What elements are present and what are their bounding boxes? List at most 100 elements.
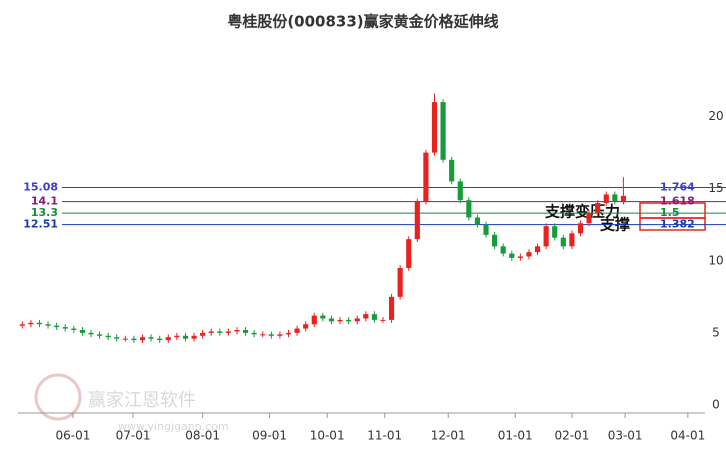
- candle-body: [449, 159, 455, 182]
- x-tick-label: 02-01: [554, 429, 589, 443]
- candle-body: [157, 338, 163, 341]
- candle-body: [320, 315, 326, 319]
- level-value: 12.51: [23, 218, 58, 231]
- highlight-box: [639, 217, 706, 231]
- candle-body: [423, 152, 429, 202]
- candle-body: [122, 338, 128, 340]
- candle-body: [242, 330, 249, 333]
- candle-body: [380, 319, 386, 321]
- candle-body: [268, 334, 274, 336]
- level-ratio: 1.618: [660, 195, 695, 208]
- candle-body: [560, 237, 566, 247]
- x-tick-label: 07-01: [116, 429, 151, 443]
- candle-body: [474, 217, 481, 225]
- candle-body: [543, 226, 549, 247]
- candle-body: [388, 296, 395, 320]
- candle-body: [337, 319, 343, 322]
- candle-body: [277, 334, 283, 336]
- level-value: 15.08: [23, 181, 58, 194]
- candle-body: [440, 102, 446, 160]
- candle-body: [191, 335, 197, 339]
- candle-body: [595, 203, 601, 214]
- candle-body: [285, 332, 292, 335]
- watermark: 赢家江恩软件: [88, 389, 196, 411]
- x-tick-label: 01-01: [498, 429, 533, 443]
- candle-body: [62, 327, 68, 329]
- candle-body: [225, 331, 231, 333]
- candle-body: [603, 194, 609, 204]
- candle-body: [165, 337, 171, 341]
- candle-body: [54, 325, 60, 328]
- x-tick-label: 06-01: [56, 429, 91, 443]
- candle-body: [234, 330, 240, 332]
- candle-body: [71, 328, 77, 330]
- candle-body: [552, 226, 558, 238]
- level-ratio: 1.5: [660, 206, 680, 219]
- candle-body: [36, 322, 43, 325]
- candle-body: [139, 337, 146, 341]
- candle-body: [19, 324, 25, 326]
- candle-body: [105, 335, 111, 338]
- candle-body: [371, 314, 377, 320]
- y-tick-label: 15: [708, 181, 723, 195]
- candle-body: [311, 315, 317, 325]
- level-ratio: 1.764: [660, 181, 695, 194]
- level-value: 13.3: [31, 206, 58, 219]
- candle-body: [354, 318, 360, 322]
- x-tick-label: 12-01: [431, 429, 466, 443]
- candle-body: [517, 256, 523, 258]
- candle-body: [586, 213, 592, 224]
- candle-body: [612, 194, 618, 202]
- candle-body: [182, 335, 189, 339]
- x-tick-label: 08-01: [185, 429, 220, 443]
- candle-body: [509, 253, 515, 258]
- y-tick-label: 20: [708, 109, 723, 123]
- candle-body: [534, 246, 541, 253]
- watermark-logo: [34, 373, 82, 421]
- candle-body: [114, 337, 120, 339]
- candle-body: [260, 334, 266, 336]
- candle-body: [492, 234, 498, 247]
- candle-body: [620, 195, 626, 202]
- x-tick-label: 03-01: [608, 429, 643, 443]
- watermark-url: www.yingjgann.com: [118, 420, 229, 433]
- candle-body: [148, 337, 154, 339]
- candle-body: [303, 324, 309, 329]
- candle-body: [328, 318, 335, 322]
- candle-body: [431, 102, 438, 153]
- candle-body: [466, 200, 472, 218]
- candle-body: [45, 324, 51, 326]
- candle-body: [131, 338, 137, 341]
- candle-body: [251, 332, 257, 335]
- x-tick-label: 10-01: [310, 429, 345, 443]
- y-tick-label: 0: [712, 398, 720, 412]
- level-value: 14.1: [31, 195, 58, 208]
- y-tick-label: 10: [708, 253, 723, 267]
- y-tick-label: 5: [712, 325, 720, 339]
- candle-body: [406, 239, 412, 268]
- annotation: 支撑变压力: [544, 203, 620, 221]
- level-ratio: 1.382: [660, 218, 695, 231]
- candle-body: [363, 314, 369, 319]
- candle-body: [526, 252, 532, 257]
- candle-body: [28, 322, 34, 325]
- candle-body: [208, 331, 214, 333]
- x-tick-label: 04-01: [670, 429, 705, 443]
- candle-body: [577, 223, 584, 234]
- candle-body: [346, 319, 352, 322]
- candle-body: [483, 224, 489, 235]
- candle-body: [88, 332, 94, 335]
- chart-title: 粤桂股份(000833)赢家黄金价格延伸线: [227, 13, 498, 31]
- candle-body: [200, 332, 206, 336]
- candle-body: [97, 334, 103, 336]
- candle-body: [79, 330, 85, 333]
- candle-body: [569, 233, 575, 247]
- candle-body: [500, 246, 506, 254]
- candle-body: [414, 201, 420, 240]
- candle-body: [397, 267, 403, 297]
- x-tick-label: 09-01: [252, 429, 287, 443]
- candle-body: [294, 328, 300, 333]
- x-tick-label: 11-01: [367, 429, 402, 443]
- candle-body: [217, 331, 223, 333]
